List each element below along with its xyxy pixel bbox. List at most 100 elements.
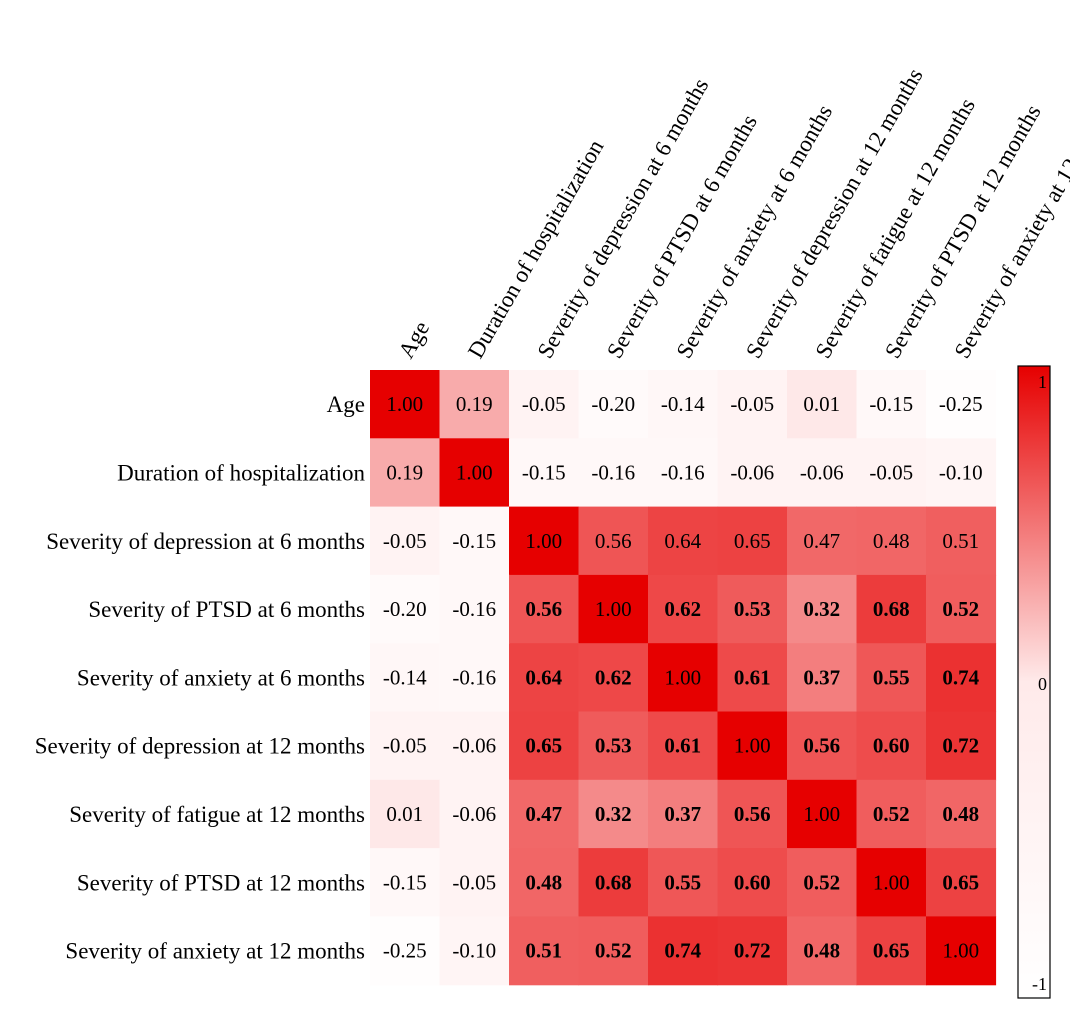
heatmap-cell-0-5 <box>717 370 788 439</box>
heatmap-cell-5-1 <box>439 711 510 781</box>
cell-value-label-7-0: -0.15 <box>383 870 427 894</box>
cell-value-label-8-1: -0.10 <box>452 939 496 963</box>
heatmap-cell-8-1 <box>439 916 510 986</box>
cell-value-label-6-7: 0.52 <box>873 802 910 826</box>
cell-value-label-8-0: -0.25 <box>383 939 427 963</box>
row-label-6: Severity of fatigue at 12 months <box>69 802 365 827</box>
heatmap-cell-labels: 1.00 0.19 -0.05 -0.20 -0.14 -0.05 0.01 -0.15 -0.… <box>383 392 983 962</box>
cell-value-label-0-2: -0.05 <box>522 392 566 416</box>
heatmap-cell-8-2 <box>509 916 580 986</box>
cell-value-label-2-4: 0.64 <box>664 529 701 553</box>
heatmap-cell-6-8 <box>926 779 997 849</box>
heatmap-cell-1-2 <box>509 438 580 508</box>
cell-value-label-3-8: 0.52 <box>942 597 979 621</box>
heatmap-cell-6-5 <box>717 779 788 849</box>
cell-value-label-1-0: 0.19 <box>386 460 423 484</box>
heatmap-cell-7-1 <box>439 848 510 917</box>
cell-value-label-6-8: 0.48 <box>942 802 979 826</box>
cell-value-label-8-4: 0.74 <box>664 939 701 963</box>
row-label-8: Severity of anxiety at 12 months <box>65 939 365 964</box>
cell-value-label-4-3: 0.62 <box>595 665 632 689</box>
row-label-7: Severity of PTSD at 12 months <box>77 870 365 895</box>
heatmap-cell-2-2 <box>509 506 580 576</box>
row-label-0: Age <box>327 392 365 417</box>
cell-value-label-7-7: 1.00 <box>873 870 910 894</box>
heatmap-cell-4-0 <box>370 643 441 713</box>
heatmap-cell-1-8 <box>926 438 997 508</box>
cell-value-label-5-7: 0.60 <box>873 734 910 758</box>
heatmap-cell-7-5 <box>717 848 788 917</box>
cell-value-label-1-6: -0.06 <box>800 460 844 484</box>
heatmap-cell-0-0 <box>370 370 441 439</box>
heatmap-cell-7-0 <box>370 848 441 917</box>
cell-value-label-6-1: -0.06 <box>452 802 496 826</box>
heatmap-cell-3-1 <box>439 574 510 644</box>
cell-value-label-2-2: 1.00 <box>525 529 562 553</box>
heatmap-cell-2-6 <box>787 506 858 576</box>
heatmap-cell-6-2 <box>509 779 580 849</box>
colorbar-tick-2: -1 <box>1032 974 1047 994</box>
heatmap-cell-1-7 <box>856 438 927 508</box>
heatmap-cell-3-7 <box>856 574 927 644</box>
cell-value-label-6-2: 0.47 <box>525 802 562 826</box>
heatmap-cell-3-6 <box>787 574 858 644</box>
heatmap-row-labels: Age Duration of hospitalization Severity o… <box>35 392 366 963</box>
heatmap-cell-1-0 <box>370 438 441 508</box>
cell-value-label-7-5: 0.60 <box>734 870 771 894</box>
cell-value-label-0-5: -0.05 <box>730 392 774 416</box>
heatmap-cell-3-8 <box>926 574 997 644</box>
cell-value-label-3-1: -0.16 <box>452 597 496 621</box>
cell-value-label-3-3: 1.00 <box>595 597 632 621</box>
cell-value-label-5-1: -0.06 <box>452 734 496 758</box>
cell-value-label-3-6: 0.32 <box>803 597 840 621</box>
cell-value-label-2-8: 0.51 <box>942 529 979 553</box>
cell-value-label-5-0: -0.05 <box>383 734 427 758</box>
column-label-1: Duration of hospitalization <box>463 135 609 363</box>
colorbar-gradient <box>1017 365 1051 999</box>
heatmap-cell-0-2 <box>509 370 580 439</box>
cell-value-label-6-5: 0.56 <box>734 802 771 826</box>
cell-value-label-4-8: 0.74 <box>942 665 979 689</box>
heatmap-cell-8-4 <box>648 916 719 986</box>
cell-value-label-7-8: 0.65 <box>942 870 979 894</box>
heatmap-cell-4-3 <box>578 643 649 713</box>
cell-value-label-7-1: -0.05 <box>452 870 496 894</box>
heatmap-cell-5-5 <box>717 711 788 781</box>
cell-value-label-1-5: -0.06 <box>730 460 774 484</box>
heatmap-cell-3-2 <box>509 574 580 644</box>
heatmap-cell-6-6 <box>787 779 858 849</box>
cell-value-label-5-3: 0.53 <box>595 734 632 758</box>
cell-value-label-5-2: 0.65 <box>525 734 562 758</box>
heatmap-cell-0-3 <box>578 370 649 439</box>
heatmap-cell-7-4 <box>648 848 719 917</box>
cell-value-label-3-2: 0.56 <box>525 597 562 621</box>
heatmap-cell-5-3 <box>578 711 649 781</box>
cell-value-label-6-0: 0.01 <box>386 802 423 826</box>
heatmap-cell-0-6 <box>787 370 858 439</box>
heatmap-cell-7-6 <box>787 848 858 917</box>
heatmap-cell-2-1 <box>439 506 510 576</box>
row-label-3: Severity of PTSD at 6 months <box>88 597 365 622</box>
cell-value-label-8-8: 1.00 <box>942 939 979 963</box>
heatmap-cell-5-7 <box>856 711 927 781</box>
heatmap-cell-2-4 <box>648 506 719 576</box>
cell-value-label-1-1: 1.00 <box>456 460 493 484</box>
colorbar-tick-1: 0 <box>1038 674 1047 694</box>
cell-value-label-2-6: 0.47 <box>803 529 840 553</box>
cell-value-label-5-8: 0.72 <box>942 734 979 758</box>
cell-value-label-4-0: -0.14 <box>383 665 427 689</box>
row-label-4: Severity of anxiety at 6 months <box>77 665 365 690</box>
cell-value-label-0-6: 0.01 <box>803 392 840 416</box>
heatmap-cell-3-3 <box>578 574 649 644</box>
cell-value-label-3-5: 0.53 <box>734 597 771 621</box>
heatmap-cell-8-3 <box>578 916 649 986</box>
heatmap-cell-4-1 <box>439 643 510 713</box>
cell-value-label-0-4: -0.14 <box>661 392 705 416</box>
cell-value-label-6-4: 0.37 <box>664 802 701 826</box>
heatmap-cell-1-4 <box>648 438 719 508</box>
heatmap-cell-6-7 <box>856 779 927 849</box>
heatmap-cell-5-2 <box>509 711 580 781</box>
cell-value-label-2-0: -0.05 <box>383 529 427 553</box>
heatmap-cell-1-5 <box>717 438 788 508</box>
